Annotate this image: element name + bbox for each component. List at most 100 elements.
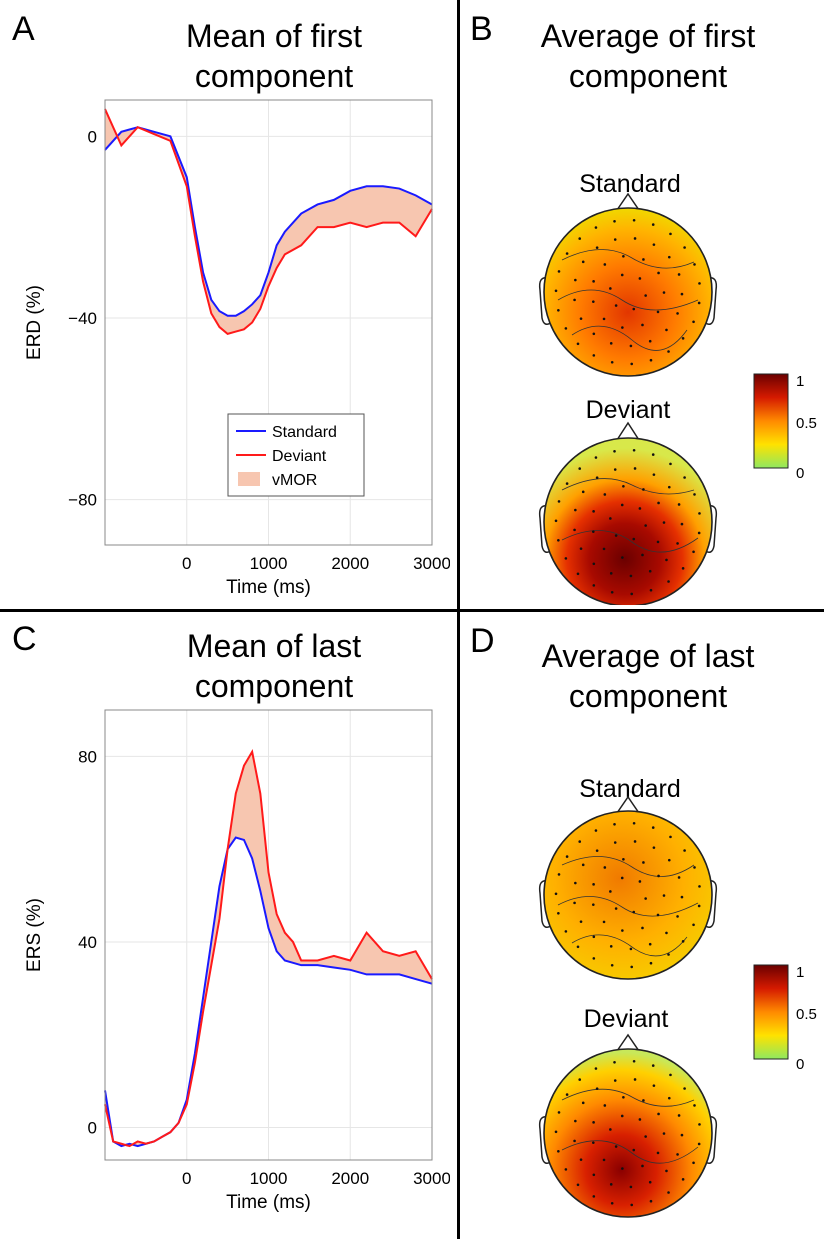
electrode-dot	[621, 929, 624, 932]
panel-a-title: Mean of first component	[104, 16, 444, 96]
electrode-dot	[644, 1135, 647, 1138]
electrode-dot	[642, 861, 645, 864]
electrode-dot	[554, 519, 558, 523]
electrode-dot	[592, 1195, 596, 1198]
legend-label-vmor: vMOR	[272, 472, 317, 489]
electrode-dot	[595, 246, 599, 249]
electrode-dot	[579, 317, 583, 320]
electrode-dot	[565, 855, 569, 858]
electrode-dot	[592, 1141, 595, 1144]
electrode-dot	[554, 892, 558, 896]
electrode-dot	[667, 580, 670, 583]
electrode-dot	[651, 1064, 655, 1067]
electrode-dot	[578, 840, 582, 843]
series-line-standard	[104, 126, 433, 317]
electrode-dot	[622, 1095, 625, 1099]
horizontal-divider	[0, 609, 824, 612]
electrode-dot	[581, 863, 585, 867]
electrode-dot	[638, 507, 642, 510]
electrode-dot	[693, 1104, 696, 1107]
colorbar-d: 1 0.5 0	[753, 964, 817, 1073]
panel-letter-c: C	[12, 620, 37, 658]
colorbar-b-tick-05: 0.5	[796, 415, 817, 432]
electrode-dot	[620, 503, 624, 507]
plot-frame	[104, 709, 433, 1161]
electrode-dot	[677, 876, 681, 879]
topomap-d-deviant-label: Deviant	[584, 1005, 669, 1033]
electrode-dot	[578, 1078, 582, 1081]
electrode-dot	[592, 883, 595, 886]
electrode-dot	[667, 485, 671, 489]
electrode-dot	[652, 1084, 656, 1087]
electrode-dot	[574, 508, 577, 512]
electrode-dot	[595, 476, 599, 479]
series-line-deviant	[104, 108, 433, 335]
head-d-standard	[538, 795, 718, 980]
electrode-dot	[581, 1101, 585, 1105]
panel-c-title-line1: Mean of last	[186, 628, 362, 664]
colorbar-b-tick-1: 1	[796, 373, 804, 390]
electrode-dot	[613, 1079, 617, 1082]
electrode-dot	[638, 880, 642, 883]
electrode-dot	[667, 953, 670, 956]
electrode-dot	[592, 562, 596, 566]
electrode-dot	[614, 304, 618, 307]
electrode-dot	[592, 1121, 595, 1124]
electrode-dot	[667, 255, 671, 259]
electrode-dot	[603, 493, 607, 496]
electrode-dot	[557, 538, 560, 542]
electrode-dot	[613, 468, 617, 471]
electrode-dot	[662, 894, 666, 897]
electrode-dot	[610, 590, 614, 594]
electrode-dot	[680, 522, 684, 526]
electrode-dot	[642, 1099, 645, 1102]
electrode-dot	[565, 482, 569, 485]
electrode-dot	[564, 327, 568, 330]
electrode-dot	[592, 1173, 596, 1177]
electrode-dot	[667, 1191, 670, 1194]
panel-d-title-line1: Average of last	[541, 638, 755, 674]
panel-letter-d: D	[470, 622, 495, 660]
electrode-dot	[683, 849, 686, 852]
electrode-dot	[609, 1128, 612, 1131]
panel-letter-a: A	[12, 10, 35, 48]
panel-b-title-line2: component	[568, 58, 728, 94]
electrode-dot	[573, 901, 576, 905]
electrode-dot	[573, 528, 576, 532]
electrode-dot	[594, 1067, 598, 1070]
electrode-dot	[644, 294, 647, 297]
electrode-dot	[680, 292, 684, 296]
electrode-dot	[644, 524, 647, 527]
electrode-dot	[581, 260, 585, 264]
electrode-dot	[649, 588, 653, 592]
electrode-dot	[579, 1158, 583, 1161]
electrode-dot	[602, 1158, 606, 1162]
electrode-dot	[592, 530, 595, 533]
colorbar-d-tick-0: 0	[796, 1056, 804, 1073]
electrode-dot	[622, 254, 625, 258]
vmor-area	[105, 109, 432, 334]
panel-d-title: Average of last component	[498, 636, 798, 716]
electrode-dot	[603, 1104, 607, 1107]
panel-letter-b: B	[470, 10, 493, 48]
electrode-dot	[592, 354, 596, 357]
vmor-area	[105, 751, 432, 1147]
electrode-dot	[592, 332, 596, 336]
electrode-dot	[565, 1093, 569, 1096]
electrode-dot	[667, 350, 670, 353]
electrode-dot	[693, 866, 696, 869]
electrode-dot	[649, 1199, 653, 1203]
electrode-dot	[614, 1145, 618, 1148]
electrode-dot	[602, 317, 606, 321]
electrode-dot	[578, 237, 582, 240]
electrode-dot	[592, 510, 595, 513]
electrode-dot	[630, 965, 634, 969]
electrode-dot	[698, 512, 701, 515]
electrode-dot	[669, 232, 672, 236]
electrode-dot	[651, 826, 655, 829]
electrode-dot	[667, 858, 671, 862]
electrode-dot	[630, 592, 634, 596]
electrode-dot	[633, 840, 637, 843]
electrode-dot	[652, 846, 656, 849]
y-tick-label: 0	[88, 127, 97, 146]
